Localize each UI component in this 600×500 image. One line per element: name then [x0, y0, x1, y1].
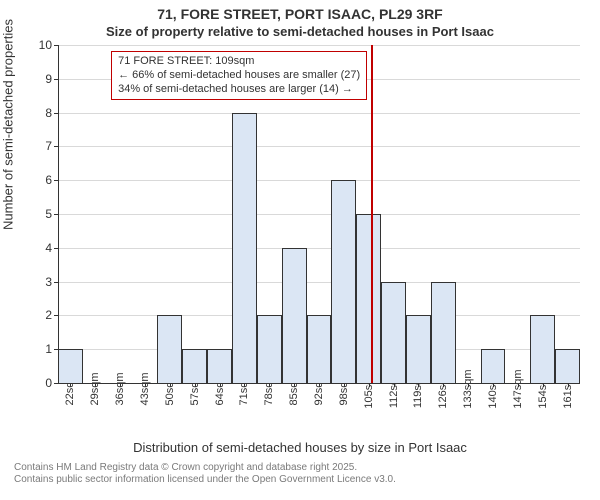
xtick-label: 133sqm	[462, 369, 474, 408]
gridline	[58, 45, 580, 46]
bar	[58, 349, 83, 383]
annotation-line: 71 FORE STREET: 109sqm	[118, 55, 360, 69]
bar	[282, 248, 307, 383]
bar	[406, 315, 431, 383]
bar	[257, 315, 282, 383]
chart-title: 71, FORE STREET, PORT ISAAC, PL29 3RF	[0, 6, 600, 22]
plot-area: 01234567891022sqm29sqm36sqm43sqm50sqm57s…	[58, 45, 580, 383]
ytick-label: 5	[45, 207, 52, 221]
footer-line-1: Contains HM Land Registry data © Crown c…	[14, 462, 396, 474]
ytick-label: 8	[45, 106, 52, 120]
annotation-box: 71 FORE STREET: 109sqm← 66% of semi-deta…	[111, 51, 367, 100]
reference-line	[371, 45, 373, 383]
footer-attribution: Contains HM Land Registry data © Crown c…	[14, 462, 396, 486]
chart-subtitle: Size of property relative to semi-detach…	[0, 24, 600, 39]
y-axis-label: Number of semi-detached properties	[1, 19, 16, 230]
chart-container: { "title": "71, FORE STREET, PORT ISAAC,…	[0, 0, 600, 500]
annotation-line: ← 66% of semi-detached houses are smalle…	[118, 69, 360, 83]
bar	[331, 180, 356, 383]
ytick-label: 2	[45, 308, 52, 322]
bar	[232, 113, 257, 383]
bar	[381, 282, 406, 383]
xtick-label: 36sqm	[114, 372, 126, 405]
bar	[530, 315, 555, 383]
ytick-label: 7	[45, 139, 52, 153]
bar	[207, 349, 232, 383]
annotation-line: 34% of semi-detached houses are larger (…	[118, 83, 360, 97]
ytick-label: 3	[45, 275, 52, 289]
x-axis-label: Distribution of semi-detached houses by …	[0, 440, 600, 455]
xtick-label: 43sqm	[139, 372, 151, 405]
bar	[481, 349, 506, 383]
bar	[182, 349, 207, 383]
gridline	[58, 248, 580, 249]
ytick-label: 1	[45, 342, 52, 356]
bar	[307, 315, 332, 383]
ytick-label: 4	[45, 241, 52, 255]
bar	[555, 349, 580, 383]
xtick-label: 29sqm	[89, 372, 101, 405]
footer-line-2: Contains public sector information licen…	[14, 474, 396, 486]
bar	[431, 282, 456, 383]
gridline	[58, 146, 580, 147]
gridline	[58, 282, 580, 283]
ytick-label: 0	[45, 376, 52, 390]
gridline	[58, 180, 580, 181]
xtick-label: 147sqm	[512, 369, 524, 408]
ytick-label: 6	[45, 173, 52, 187]
ytick-label: 10	[39, 38, 52, 52]
bar	[157, 315, 182, 383]
y-axis-line	[58, 45, 59, 383]
x-axis-line	[58, 383, 580, 384]
gridline	[58, 113, 580, 114]
gridline	[58, 214, 580, 215]
ytick-label: 9	[45, 72, 52, 86]
bar	[356, 214, 381, 383]
